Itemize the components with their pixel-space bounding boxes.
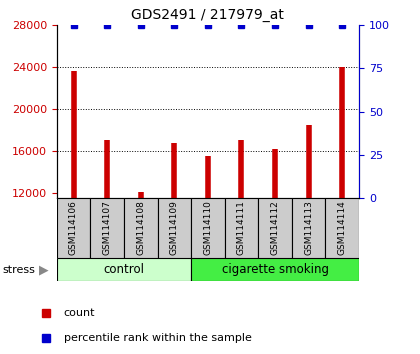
Text: GSM114106: GSM114106 xyxy=(69,200,78,255)
Text: count: count xyxy=(64,308,95,318)
Title: GDS2491 / 217979_at: GDS2491 / 217979_at xyxy=(131,8,284,22)
Text: cigarette smoking: cigarette smoking xyxy=(222,263,328,276)
FancyBboxPatch shape xyxy=(326,198,359,258)
FancyBboxPatch shape xyxy=(191,198,225,258)
Text: GSM114110: GSM114110 xyxy=(203,200,213,255)
Text: GSM114111: GSM114111 xyxy=(237,200,246,255)
Text: GSM114113: GSM114113 xyxy=(304,200,313,255)
Text: GSM114107: GSM114107 xyxy=(102,200,112,255)
FancyBboxPatch shape xyxy=(158,198,191,258)
FancyBboxPatch shape xyxy=(258,198,292,258)
FancyBboxPatch shape xyxy=(57,198,90,258)
Text: GSM114108: GSM114108 xyxy=(136,200,145,255)
Text: stress: stress xyxy=(2,265,35,275)
FancyBboxPatch shape xyxy=(124,198,158,258)
Text: GSM114112: GSM114112 xyxy=(270,200,280,255)
Text: GSM114109: GSM114109 xyxy=(170,200,179,255)
Text: GSM114114: GSM114114 xyxy=(338,200,347,255)
FancyBboxPatch shape xyxy=(191,258,359,281)
Text: percentile rank within the sample: percentile rank within the sample xyxy=(64,333,252,343)
FancyBboxPatch shape xyxy=(90,198,124,258)
Text: ▶: ▶ xyxy=(39,263,48,276)
FancyBboxPatch shape xyxy=(57,258,191,281)
Text: control: control xyxy=(103,263,144,276)
FancyBboxPatch shape xyxy=(292,198,326,258)
FancyBboxPatch shape xyxy=(225,198,258,258)
